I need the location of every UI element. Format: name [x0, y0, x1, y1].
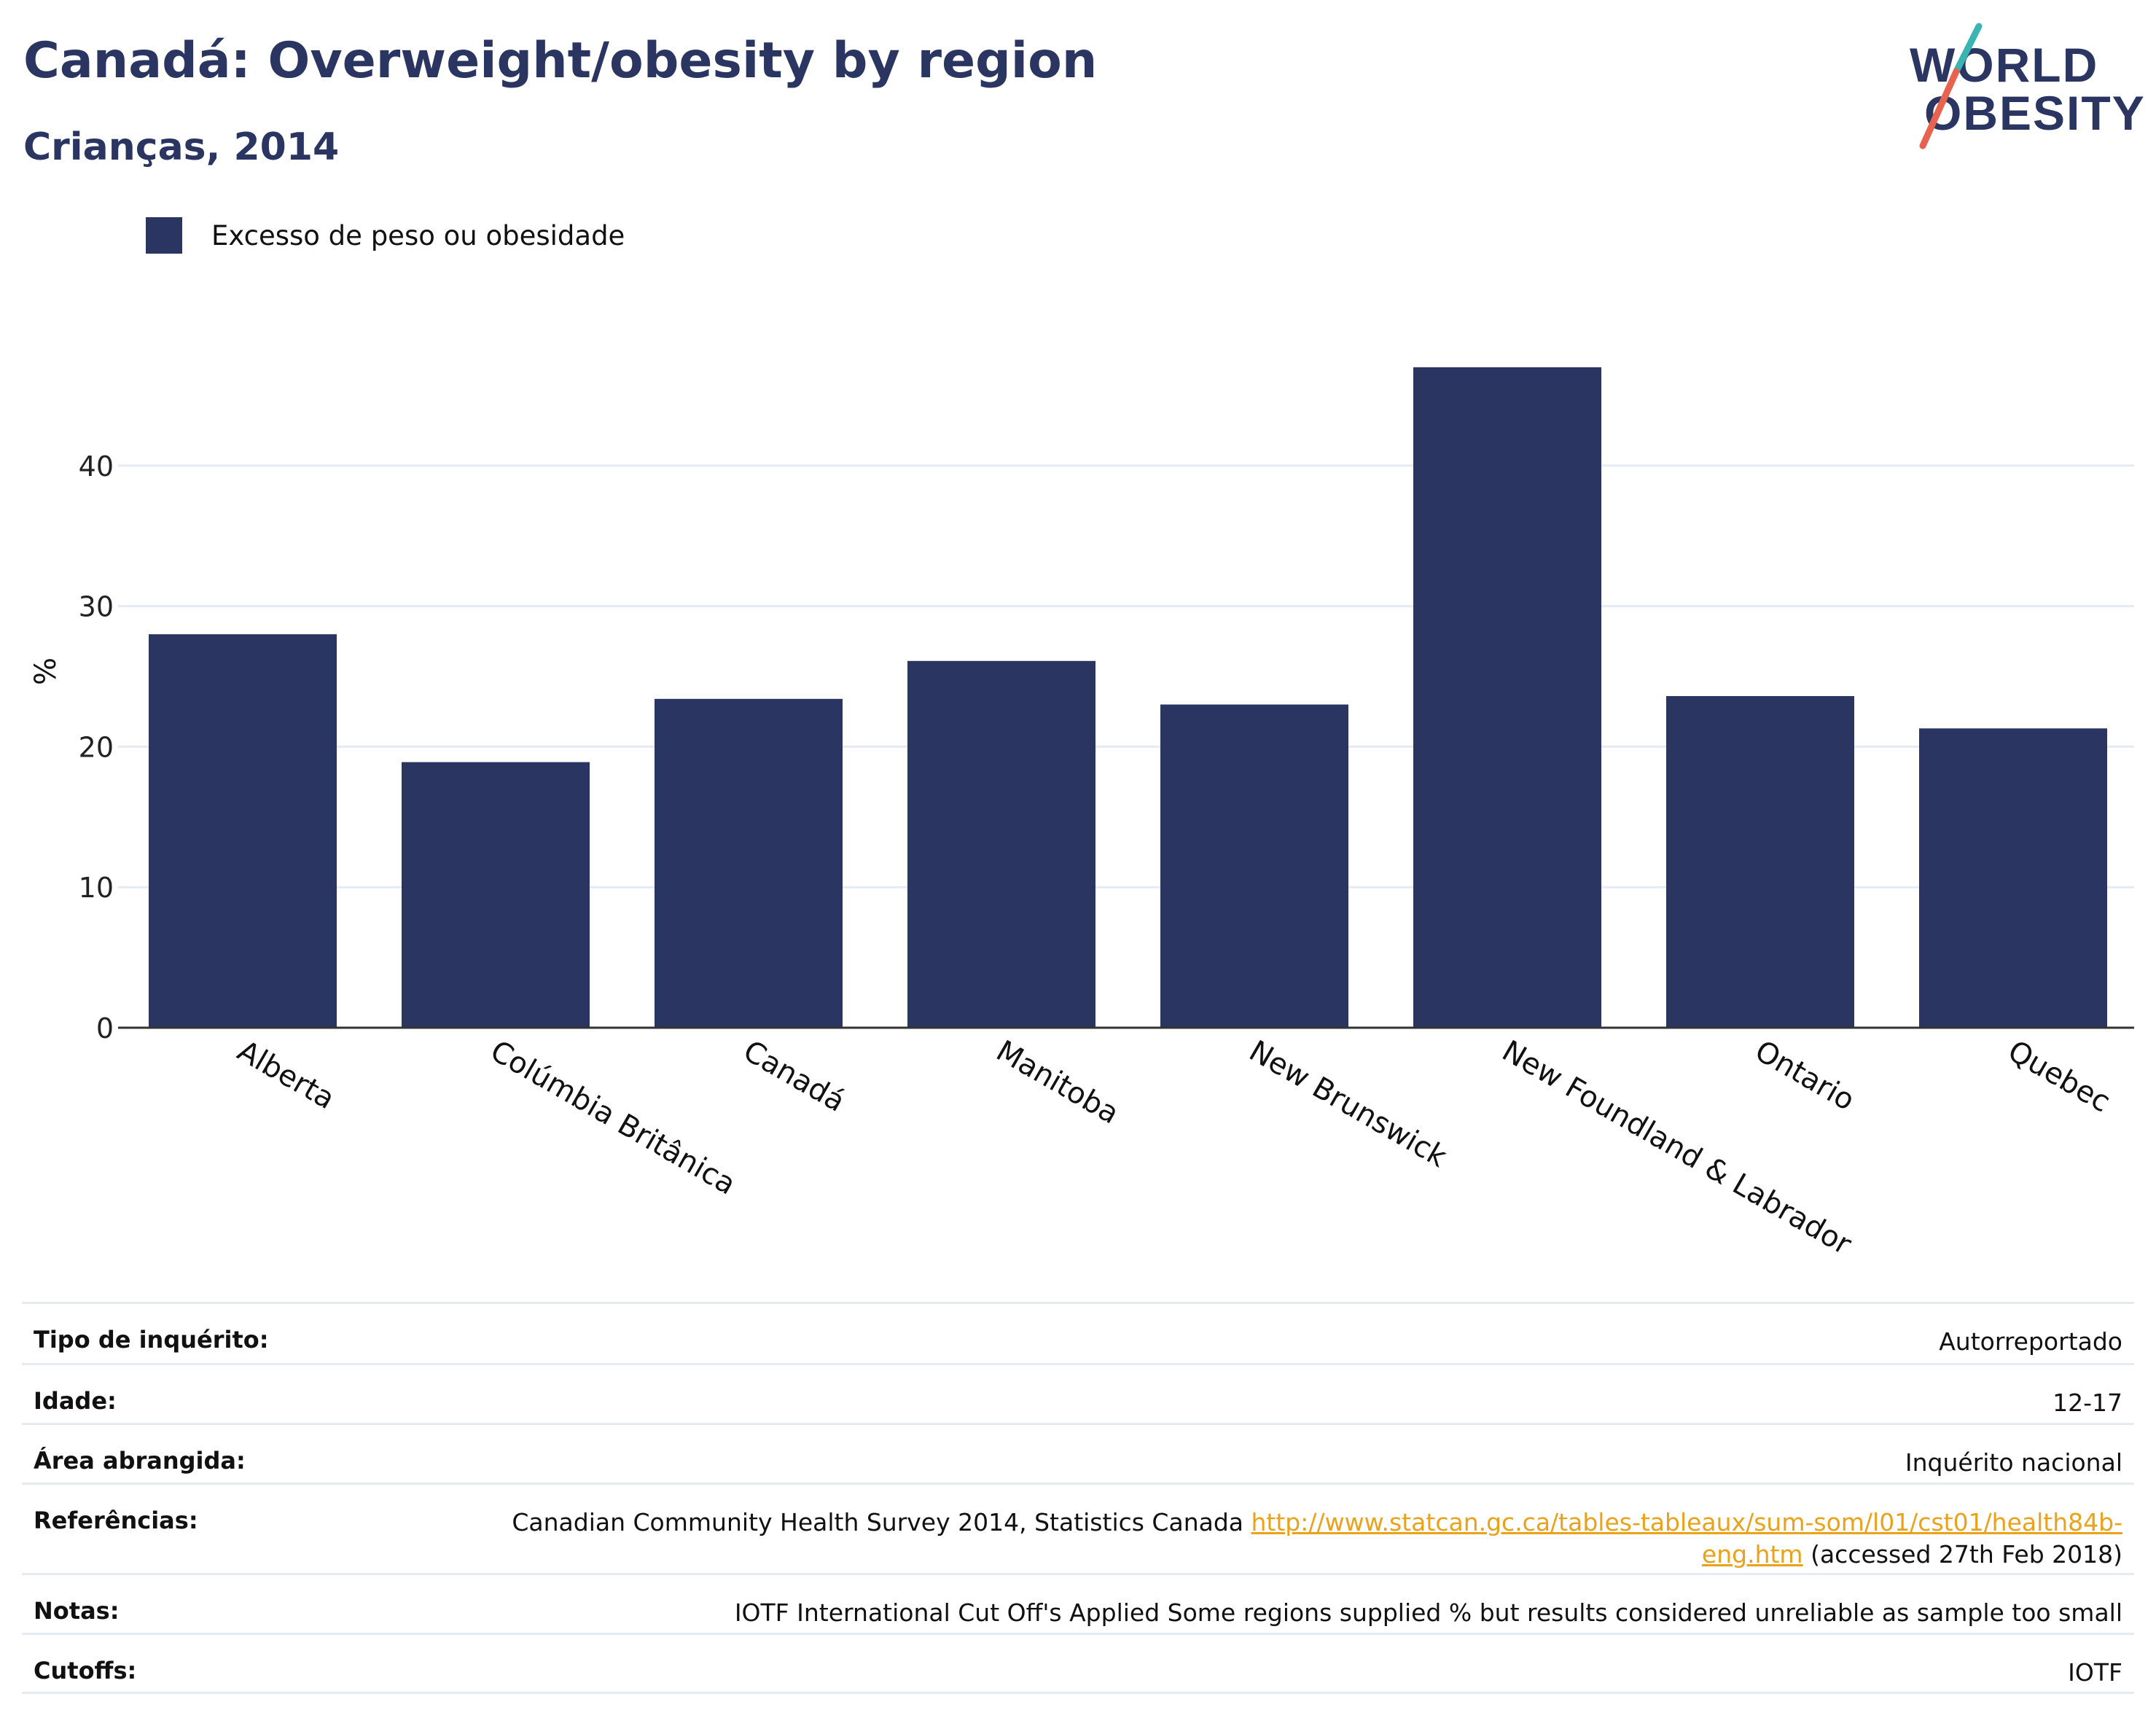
- meta-value: Canadian Community Health Survey 2014, S…: [512, 1507, 2122, 1571]
- chart-legend: Excesso de peso ou obesidade: [146, 217, 625, 254]
- x-tick-label: Canadá: [738, 1034, 851, 1119]
- logo-slash-icon: [1919, 23, 1983, 149]
- meta-row-notes: Notas: IOTF International Cut Off's Appl…: [22, 1573, 2134, 1633]
- reference-link[interactable]: http://www.statcan.gc.ca/tables-tableaux…: [1251, 1508, 2122, 1536]
- bar: [1160, 704, 1348, 1028]
- y-tick-label: 20: [79, 731, 114, 763]
- reference-accessed: (accessed 27th Feb 2018): [1811, 1540, 2122, 1569]
- bar: [1919, 728, 2107, 1028]
- meta-key: Idade:: [34, 1387, 117, 1415]
- y-tick-label: 30: [79, 591, 114, 623]
- x-tick-label: Quebec: [2002, 1034, 2116, 1120]
- meta-row-references: Referências: Canadian Community Health S…: [22, 1483, 2134, 1573]
- meta-value: Inquérito nacional: [1905, 1448, 2122, 1477]
- reference-link-continued[interactable]: eng.htm: [1701, 1540, 1803, 1569]
- bar-chart: 0 10 20 30 40 Alberta Colúmbia BritânicaCanadá…: [79, 367, 2134, 1262]
- meta-key: Notas:: [34, 1597, 120, 1625]
- meta-value: IOTF: [2068, 1658, 2122, 1687]
- legend-swatch: [146, 217, 182, 254]
- x-tick-label: Colúmbia Britânica: [485, 1034, 741, 1202]
- world-obesity-logo: WORLD OBESITY: [1895, 20, 2146, 159]
- x-tick-label: Manitoba: [991, 1034, 1125, 1131]
- meta-row-coverage: Área abrangida: Inquérito nacional: [22, 1423, 2134, 1483]
- legend-label: Excesso de peso ou obesidade: [211, 219, 625, 251]
- meta-row-cutoffs: Cutoffs: IOTF: [22, 1633, 2134, 1694]
- bar: [655, 698, 843, 1028]
- reference-text: Canadian Community Health Survey 2014, S…: [512, 1508, 1244, 1536]
- meta-key: Área abrangida:: [34, 1447, 246, 1475]
- y-axis-label: %: [29, 657, 63, 685]
- logo-text-obesity: OBESITY: [1924, 86, 2146, 140]
- meta-value: 12-17: [2053, 1389, 2122, 1417]
- meta-key: Tipo de inquérito:: [34, 1326, 269, 1354]
- metadata-table: Tipo de inquérito: Autorreportado Idade:…: [22, 1302, 2134, 1694]
- page-title: Canadá: Overweight/obesity by region: [23, 32, 1098, 90]
- page-subtitle: Crianças, 2014: [23, 125, 340, 169]
- y-tick-label: 40: [79, 450, 114, 483]
- meta-value: IOTF International Cut Off's Applied Som…: [734, 1598, 2122, 1627]
- x-tick-label: New Brunswick: [1243, 1034, 1453, 1174]
- bar: [402, 762, 590, 1028]
- meta-row-age: Idade: 12-17: [22, 1363, 2134, 1423]
- x-tick-label: Alberta: [232, 1034, 340, 1116]
- meta-row-survey-type: Tipo de inquérito: Autorreportado: [22, 1302, 2134, 1363]
- x-tick-label: Ontario: [1749, 1034, 1860, 1117]
- meta-key: Cutoffs:: [34, 1657, 137, 1684]
- y-tick-label: 10: [79, 872, 114, 904]
- meta-value: Autorreportado: [1939, 1327, 2122, 1356]
- bar: [149, 634, 337, 1028]
- logo-text-world: WORLD: [1910, 38, 2099, 92]
- bar: [1413, 367, 1601, 1028]
- meta-key: Referências:: [34, 1507, 198, 1534]
- bar: [907, 660, 1095, 1028]
- bar: [1666, 695, 1854, 1028]
- y-tick-label: 0: [96, 1012, 114, 1044]
